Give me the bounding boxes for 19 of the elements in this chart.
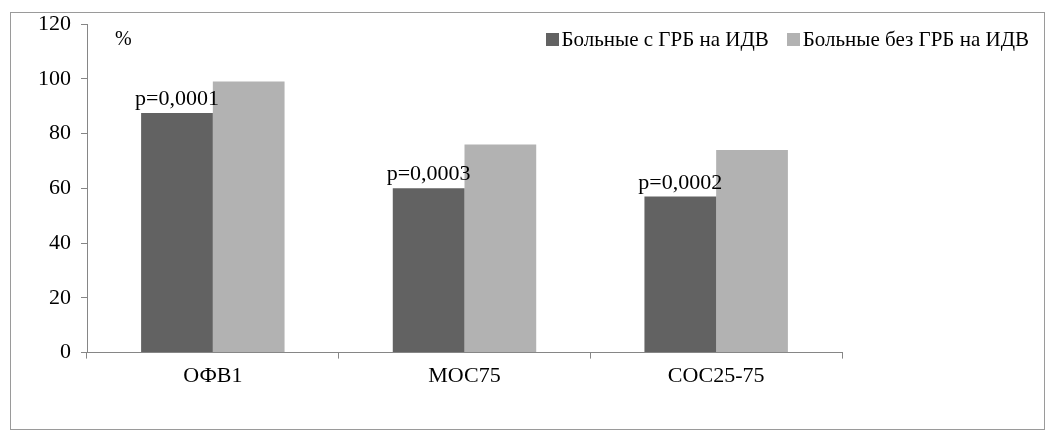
y-tick-label: 40 bbox=[49, 228, 71, 254]
y-tick-label: 60 bbox=[49, 174, 71, 200]
annotation: p=0,0002 bbox=[638, 168, 723, 194]
bar bbox=[141, 113, 213, 353]
x-tick-label: МОС75 bbox=[428, 361, 501, 387]
x-tick-label: ОФВ1 bbox=[183, 361, 243, 387]
bar bbox=[644, 196, 717, 353]
y-tick-label: 20 bbox=[49, 283, 71, 309]
y-tick-label: 80 bbox=[49, 119, 71, 145]
y-tick-label: 100 bbox=[38, 64, 71, 90]
y-tick-label: 0 bbox=[60, 338, 71, 364]
annotation: p=0,0001 bbox=[134, 84, 219, 110]
y-axis-title: % bbox=[115, 27, 132, 49]
x-tick-label: СОС25-75 bbox=[667, 361, 765, 387]
legend-label: Больные с ГРБ на ИДВ bbox=[561, 27, 769, 52]
legend-label: Больные без ГРБ на ИДВ bbox=[802, 27, 1029, 52]
y-tick-label: 120 bbox=[38, 9, 71, 35]
bar bbox=[392, 188, 465, 353]
annotation: p=0,0003 bbox=[386, 160, 471, 186]
